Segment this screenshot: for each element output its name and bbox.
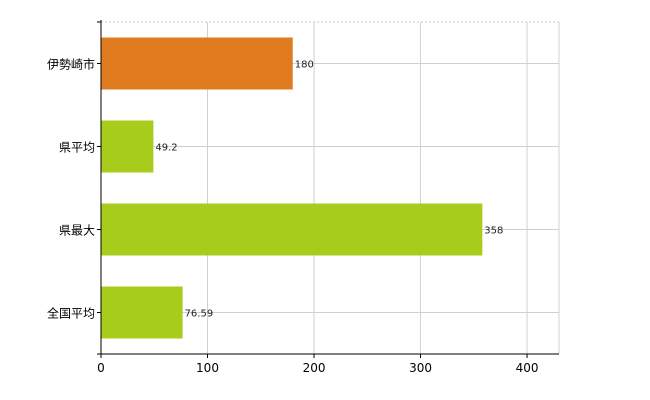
x-tick-label: 200	[303, 361, 326, 375]
y-tick-label: 県平均	[59, 141, 95, 155]
axes	[97, 20, 559, 358]
x-tick-label: 100	[196, 361, 219, 375]
y-tick-label: 全国平均	[47, 306, 95, 321]
y-tick-label: 伊勢崎市	[47, 57, 95, 72]
x-tick-label: 0	[97, 361, 105, 375]
bar	[101, 120, 154, 173]
bars	[101, 37, 483, 339]
bar-value-label: 180	[295, 60, 314, 71]
x-tick-label: 400	[516, 361, 539, 375]
bar-value-label: 76.59	[185, 309, 214, 320]
bar-value-label: 49.2	[155, 143, 177, 154]
bar	[101, 286, 183, 339]
bar-value-label: 358	[484, 226, 503, 237]
bar	[101, 37, 293, 90]
x-tick-label: 300	[409, 361, 432, 375]
bar	[101, 203, 483, 256]
y-tick-label: 県最大	[59, 224, 95, 238]
